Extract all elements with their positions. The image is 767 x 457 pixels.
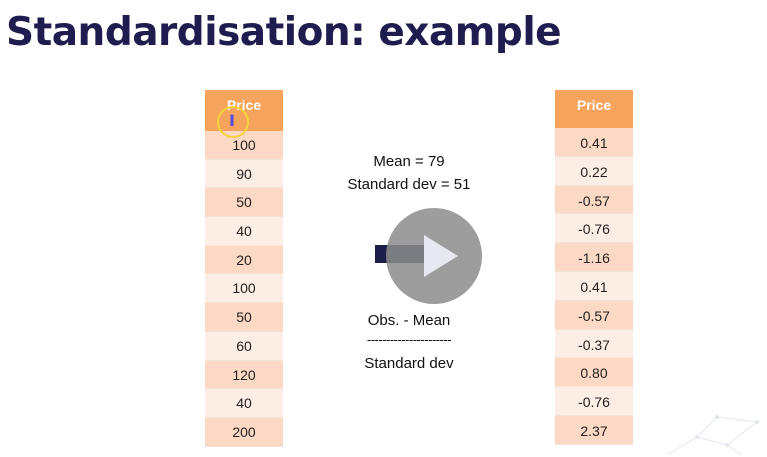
table-row: -0.76: [555, 214, 633, 244]
formula-numerator: Obs. - Mean: [367, 312, 451, 329]
table-row: 50: [205, 303, 283, 332]
play-button[interactable]: [386, 208, 482, 304]
table-row: 50: [205, 188, 283, 218]
table-row: 120: [205, 360, 283, 390]
table-row: -0.57: [555, 300, 633, 330]
table-row: 0.41: [555, 128, 633, 157]
original-price-table: Price I 100 90 50 40 20 100 50 60 120 40 200: [205, 90, 283, 447]
table-row: 100: [205, 274, 283, 304]
table-header-label: Price: [576, 97, 612, 113]
table-row: 0.22: [555, 156, 633, 186]
table-header: Price: [555, 90, 633, 128]
table-row: 60: [205, 331, 283, 361]
table-row: 0.80: [555, 358, 633, 388]
table-row: -0.76: [555, 387, 633, 416]
mean-value: Mean = 79: [373, 153, 445, 170]
table-row: -0.37: [555, 329, 633, 359]
table-row: 0.41: [555, 271, 633, 301]
standardised-price-table: Price 0.41 0.22 -0.57 -0.76 -1.16 0.41 -0.57 -0…: [555, 90, 633, 445]
text-cursor-icon: I: [229, 111, 235, 130]
slide-title: Standardisation: example: [6, 10, 562, 55]
table-row: 2.37: [555, 415, 633, 445]
table-row: 100: [205, 131, 283, 160]
formula-denominator: Standard dev: [364, 355, 454, 372]
decorative-network-graphic: [666, 415, 759, 456]
formula-divider: ----------------------: [366, 332, 452, 347]
table-row: -0.57: [555, 185, 633, 215]
table-row: 200: [205, 417, 283, 447]
table-row: -1.16: [555, 243, 633, 272]
table-row: 40: [205, 217, 283, 246]
play-icon: [424, 235, 458, 277]
table-row: 20: [205, 245, 283, 275]
table-header: Price I: [205, 90, 283, 138]
std-dev-value: Standard dev = 51: [347, 176, 471, 193]
cursor-highlight: [217, 106, 249, 138]
table-row: 40: [205, 389, 283, 418]
table-row: 90: [205, 159, 283, 189]
